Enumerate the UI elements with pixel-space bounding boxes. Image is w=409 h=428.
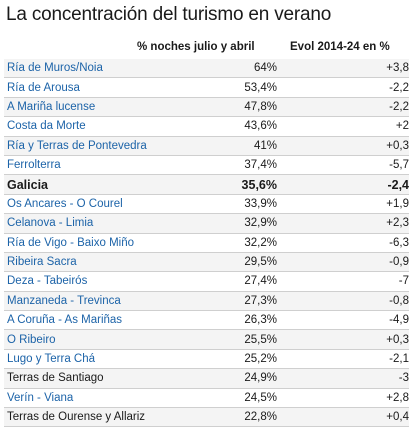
row-evol: -2,1 bbox=[281, 349, 409, 370]
row-pct: 41% bbox=[177, 136, 281, 156]
row-evol: -6,3 bbox=[281, 233, 409, 253]
row-name: Celanova - Limia bbox=[4, 213, 177, 234]
row-name: Deza - Tabeirós bbox=[4, 271, 177, 292]
table-row: Ría de Arousa 53,4% -2,2 bbox=[4, 77, 409, 98]
table-row: Lugo y Terra Chá 25,2% -2,1 bbox=[4, 349, 409, 370]
row-evol: -2,2 bbox=[281, 97, 409, 118]
page-title: La concentración del turismo en verano bbox=[6, 4, 332, 25]
row-name: Costa da Morte bbox=[4, 116, 177, 137]
row-pct: 27,4% bbox=[177, 271, 281, 292]
tourism-table: Ría de Muros/Noia 64% +3,8 Ría de Arousa 53,… bbox=[4, 59, 409, 428]
row-pct: 24,5% bbox=[177, 388, 281, 409]
table-row: O Ribeiro 25,5% +0,3 bbox=[4, 329, 409, 350]
column-header-evol: Evol 2014-24 en % bbox=[290, 41, 390, 53]
row-pct: 27,3% bbox=[177, 291, 281, 312]
row-evol: -2,4 bbox=[281, 174, 409, 195]
row-name: Galicia bbox=[4, 174, 177, 195]
row-evol: -0,9 bbox=[281, 252, 409, 273]
row-name: A Coruña - As Mariñas bbox=[4, 310, 177, 331]
row-pct: 32,2% bbox=[177, 233, 281, 253]
row-evol: +0,3 bbox=[281, 136, 409, 156]
row-pct: 33,9% bbox=[177, 194, 281, 215]
row-name: Ribeira Sacra bbox=[4, 252, 177, 273]
row-pct: 24,9% bbox=[177, 368, 281, 389]
table-row: Terras de Santiago 24,9% -3 bbox=[4, 368, 409, 389]
row-pct: 43,6% bbox=[177, 116, 281, 137]
row-evol: -7 bbox=[281, 271, 409, 292]
table-row: Ría de Vigo - Baixo Miño 32,2% -6,3 bbox=[4, 233, 409, 253]
row-name: Lugo y Terra Chá bbox=[4, 349, 177, 370]
row-pct: 53,4% bbox=[177, 77, 281, 98]
table-row: Galicia 35,6% -2,4 bbox=[4, 174, 409, 195]
row-evol: +3,8 bbox=[281, 59, 409, 79]
row-name: Terras de Santiago bbox=[4, 368, 177, 389]
row-name: Manzaneda - Trevinca bbox=[4, 291, 177, 312]
row-name: Os Ancares - O Courel bbox=[4, 194, 177, 215]
table-row: Verín - Viana 24,5% +2,8 bbox=[4, 388, 409, 409]
row-name: Ría de Arousa bbox=[4, 77, 177, 98]
row-name: Terras de Ourense y Allariz bbox=[4, 407, 177, 428]
table-row: A Coruña - As Mariñas 26,3% -4,9 bbox=[4, 310, 409, 331]
row-pct: 37,4% bbox=[177, 155, 281, 176]
row-evol: +2,8 bbox=[281, 388, 409, 409]
table-row: Ferrolterra 37,4% -5,7 bbox=[4, 155, 409, 176]
row-name: Ferrolterra bbox=[4, 155, 177, 176]
row-evol: -2,2 bbox=[281, 77, 409, 98]
column-header-pct: % noches julio y abril bbox=[137, 41, 255, 53]
row-evol: +2,3 bbox=[281, 213, 409, 234]
row-name: Ría y Terras de Pontevedra bbox=[4, 136, 177, 156]
row-pct: 25,5% bbox=[177, 329, 281, 350]
row-evol: -5,7 bbox=[281, 155, 409, 176]
row-evol: +0,4 bbox=[281, 407, 409, 428]
row-pct: 47,8% bbox=[177, 97, 281, 118]
table-row: Costa da Morte 43,6% +2 bbox=[4, 116, 409, 137]
row-name: A Mariña lucense bbox=[4, 97, 177, 118]
row-pct: 64% bbox=[177, 59, 281, 79]
table-row: Celanova - Limia 32,9% +2,3 bbox=[4, 213, 409, 234]
row-pct: 26,3% bbox=[177, 310, 281, 331]
row-evol: +2 bbox=[281, 116, 409, 137]
row-evol: -4,9 bbox=[281, 310, 409, 331]
row-name: O Ribeiro bbox=[4, 329, 177, 350]
row-pct: 29,5% bbox=[177, 252, 281, 273]
table-row: Os Ancares - O Courel 33,9% +1,9 bbox=[4, 194, 409, 215]
table-header: % noches julio y abril Evol 2014-24 en % bbox=[0, 40, 409, 58]
row-name: Ría de Vigo - Baixo Miño bbox=[4, 233, 177, 253]
row-name: Ría de Muros/Noia bbox=[4, 59, 177, 79]
table-row: Deza - Tabeirós 27,4% -7 bbox=[4, 271, 409, 292]
row-evol: +0,3 bbox=[281, 329, 409, 350]
row-evol: +1,9 bbox=[281, 194, 409, 215]
row-evol: -0,8 bbox=[281, 291, 409, 312]
table-row: Terras de Ourense y Allariz 22,8% +0,4 bbox=[4, 407, 409, 428]
row-pct: 22,8% bbox=[177, 407, 281, 428]
row-pct: 32,9% bbox=[177, 213, 281, 234]
row-name: Verín - Viana bbox=[4, 388, 177, 409]
table-row: Ría de Muros/Noia 64% +3,8 bbox=[4, 59, 409, 79]
row-evol: -3 bbox=[281, 368, 409, 389]
table-row: Manzaneda - Trevinca 27,3% -0,8 bbox=[4, 291, 409, 312]
table-row: Ribeira Sacra 29,5% -0,9 bbox=[4, 252, 409, 273]
row-pct: 35,6% bbox=[177, 174, 281, 195]
row-pct: 25,2% bbox=[177, 349, 281, 370]
table-row: A Mariña lucense 47,8% -2,2 bbox=[4, 97, 409, 118]
table-row: Ría y Terras de Pontevedra 41% +0,3 bbox=[4, 136, 409, 156]
